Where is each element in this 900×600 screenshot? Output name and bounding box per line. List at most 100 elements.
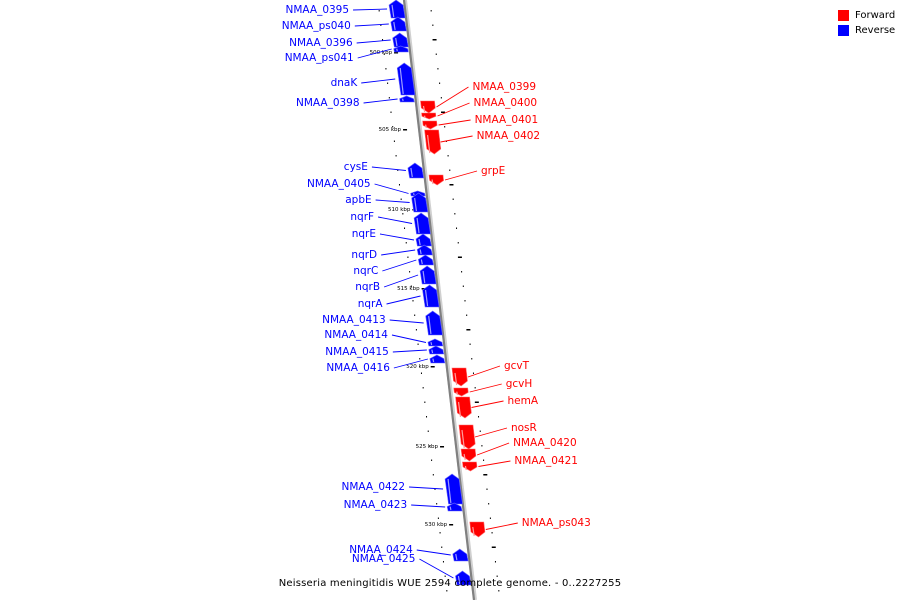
gene-arrow xyxy=(453,387,469,397)
tick-mark xyxy=(474,401,479,403)
legend-reverse: Reverse xyxy=(838,23,895,38)
ruler-label: 510 kbp xyxy=(388,207,411,213)
tick-mark xyxy=(415,329,417,331)
tick-mark xyxy=(436,503,438,505)
tick-mark xyxy=(439,532,441,534)
gene-shade xyxy=(455,553,458,561)
tick-mark xyxy=(439,82,441,84)
gene-label: cysE xyxy=(344,161,368,173)
gene-arrow xyxy=(451,367,468,387)
tick-mark xyxy=(447,155,449,157)
tick-mark xyxy=(427,430,429,432)
tick-mark xyxy=(498,590,500,592)
tick-mark xyxy=(437,68,439,70)
gene-shade xyxy=(449,506,452,511)
tick-mark xyxy=(429,445,431,447)
tick-mark xyxy=(449,184,454,186)
gene-shade xyxy=(430,342,433,346)
tick-mark xyxy=(489,517,491,519)
gene-shade xyxy=(410,167,413,178)
gene-arrow xyxy=(455,396,472,419)
tick-mark xyxy=(435,53,437,55)
leader-line xyxy=(377,216,413,224)
tick-mark xyxy=(456,227,458,229)
gene-arrow xyxy=(428,174,444,186)
gene-label: NMAA_0402 xyxy=(477,130,541,142)
leader-line xyxy=(419,558,454,579)
ruler-label: 520 kbp xyxy=(406,364,429,370)
gene-label: NMAA_0422 xyxy=(342,481,406,493)
tick-mark xyxy=(444,126,446,128)
legend: Forward Reverse xyxy=(838,8,895,38)
gene-arrow xyxy=(407,162,424,179)
gene-label: NMAA_0420 xyxy=(513,437,577,449)
gene-shade xyxy=(432,358,435,363)
tick-mark xyxy=(483,459,485,461)
gene-arrow xyxy=(460,448,477,462)
gene-shade xyxy=(396,48,398,52)
leader-line xyxy=(392,349,427,353)
gene-shade xyxy=(416,217,420,234)
gene-shade xyxy=(418,238,421,246)
ruler-tick xyxy=(421,288,426,290)
gene-arrow xyxy=(428,345,445,355)
leader-line xyxy=(437,102,470,117)
leader-line xyxy=(467,365,501,378)
gene-label: NMAA_0395 xyxy=(286,4,350,16)
gene-label: nqrF xyxy=(350,211,374,223)
tick-mark xyxy=(398,184,400,186)
gene-shade xyxy=(414,197,417,212)
tick-mark xyxy=(430,10,432,12)
leader-line xyxy=(469,383,502,393)
leader-line xyxy=(440,135,473,143)
tick-mark xyxy=(392,126,394,128)
gene-shade xyxy=(391,4,395,18)
label-leader-lines xyxy=(353,8,518,579)
tick-mark xyxy=(419,358,421,360)
tick-mark xyxy=(420,372,422,374)
leader-line xyxy=(374,183,409,194)
tick-mark xyxy=(400,198,402,200)
tick-mark xyxy=(441,546,443,548)
tick-mark xyxy=(454,213,456,215)
tick-mark xyxy=(417,343,419,345)
gene-arrow xyxy=(388,0,406,19)
ruler-label: 525 kbp xyxy=(416,444,439,450)
gene-label: NMAA_0399 xyxy=(472,81,536,93)
gene-arrow xyxy=(413,212,431,235)
gene-shade xyxy=(472,526,475,537)
leader-line xyxy=(476,442,510,456)
gene-label: NMAA_ps040 xyxy=(282,20,351,32)
ruler-label: 515 kbp xyxy=(397,286,420,292)
gene-shade xyxy=(464,465,467,471)
gene-label: NMAA_0416 xyxy=(326,362,390,374)
gene-label: nosR xyxy=(511,422,537,434)
gene-label: NMAA_0398 xyxy=(296,97,360,109)
tick-mark xyxy=(395,155,397,157)
leader-line xyxy=(391,334,427,343)
tick-mark xyxy=(491,546,496,548)
gene-arrow xyxy=(462,461,478,472)
leader-line xyxy=(474,427,508,438)
gene-shade xyxy=(456,391,459,396)
gene-arrow xyxy=(420,100,436,114)
leader-line xyxy=(371,166,406,171)
tick-mark xyxy=(444,575,446,577)
leader-line xyxy=(416,549,451,556)
leader-line xyxy=(354,23,389,27)
tick-mark xyxy=(378,10,380,12)
tick-mark xyxy=(469,343,471,345)
gene-arrow xyxy=(458,424,476,450)
gene-shade xyxy=(447,478,452,504)
gene-shade xyxy=(424,289,429,307)
gene-shade xyxy=(431,349,434,354)
gene-shade xyxy=(423,115,426,119)
gene-label: apbE xyxy=(345,194,371,206)
gene-label: NMAA_0401 xyxy=(475,114,539,126)
gene-shade xyxy=(426,134,431,154)
backbone-line xyxy=(402,0,476,600)
tick-mark xyxy=(461,271,463,273)
leader-line xyxy=(379,233,415,241)
leader-line xyxy=(381,249,416,256)
